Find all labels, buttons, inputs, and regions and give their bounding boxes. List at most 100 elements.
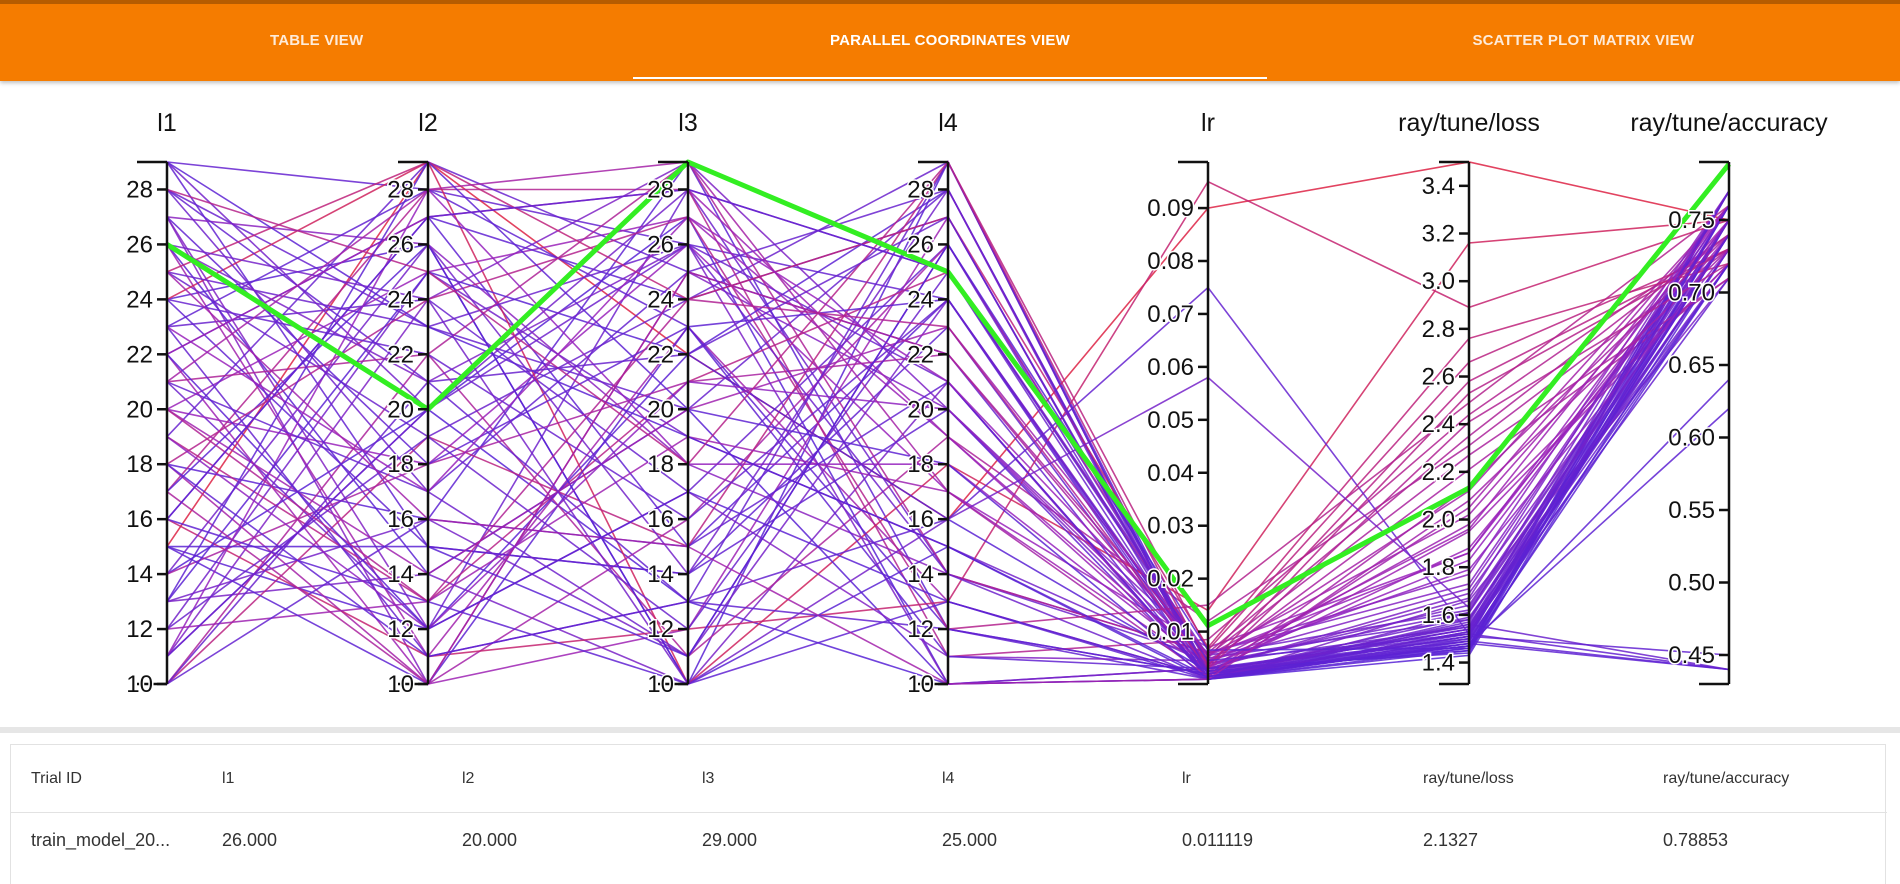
tick-label: 0.65 [1668, 352, 1715, 379]
tick-label: 0.75 [1668, 207, 1715, 234]
cell-l1: 26.000 [222, 829, 278, 850]
active-tab-indicator [633, 77, 1267, 79]
axis-title: lr [1201, 109, 1215, 137]
axis-title: ray/tune/loss [1398, 109, 1540, 137]
tick-label: 20 [907, 396, 934, 423]
tick-label: 14 [387, 561, 414, 588]
cell-l3: 29.000 [702, 829, 758, 850]
axis-l3[interactable]: l3 10 12 14 16 18 20 22 24 26 28 [646, 109, 698, 700]
tick-label: 28 [907, 176, 934, 203]
axis-title: l2 [418, 109, 437, 137]
header-lr[interactable]: lr [1162, 745, 1403, 813]
panel-separator [0, 727, 1900, 733]
tick-label: 0.09 [1147, 195, 1194, 222]
tick-label: 28 [647, 176, 674, 203]
parallel-coordinates-chart[interactable]: l1 10 12 14 16 18 20 22 24 26 28 l2 10 12 14 16 18 20 22 24… [0, 81, 1900, 727]
axis-title: l4 [938, 109, 958, 137]
cell-lr: 0.011119 [1182, 829, 1254, 850]
tick-label: 18 [387, 451, 414, 478]
table-header-row: Trial ID l1 l2 l3 l4 lr ray/tune/loss ra… [11, 745, 1887, 813]
tick-label: 16 [907, 506, 934, 533]
tick-label: 3.0 [1422, 268, 1455, 295]
view-tab-bar: TABLE VIEW PARALLEL COORDINATES VIEW SCA… [0, 0, 1900, 81]
tick-label: 1.6 [1422, 602, 1455, 629]
tick-label: 3.4 [1422, 173, 1455, 200]
header-l2[interactable]: l2 [442, 745, 682, 813]
tick-label: 22 [387, 341, 414, 368]
parallel-coordinates-svg[interactable]: l1 10 12 14 16 18 20 22 24 26 28 l2 10 12 14 16 18 20 22 24… [0, 81, 1900, 727]
tick-label: 26 [647, 231, 674, 258]
tick-label: 2.4 [1422, 411, 1455, 438]
tick-label: 0.02 [1147, 566, 1194, 593]
tick-label: 28 [126, 176, 153, 203]
cell-trial-id: train_model_20... [31, 829, 171, 850]
axis-title: l3 [678, 109, 697, 137]
tick-label: 0.01 [1147, 619, 1194, 646]
tick-label: 2.8 [1422, 316, 1455, 343]
tick-label: 24 [126, 286, 153, 313]
axis-ray-tune-accuracy[interactable]: ray/tune/accuracy 0.45 0.50 0.55 0.60 0.65 0.7… [1630, 109, 1828, 686]
tick-label: 0.06 [1147, 354, 1194, 381]
tick-label: 0.70 [1668, 280, 1715, 307]
header-trial-id[interactable]: Trial ID [11, 745, 202, 813]
tick-label: 22 [647, 341, 674, 368]
tick-label: 0.05 [1147, 407, 1194, 434]
header-loss[interactable]: ray/tune/loss [1403, 745, 1643, 813]
tick-label: 20 [387, 396, 414, 423]
axis-l4[interactable]: l4 10 12 14 16 18 20 22 24 26 28 [906, 109, 958, 700]
tick-label: 20 [647, 396, 674, 423]
tab-table-view[interactable]: TABLE VIEW [0, 4, 633, 81]
tab-parallel-coordinates-view-label: PARALLEL COORDINATES VIEW [829, 32, 1070, 49]
cell-loss: 2.1327 [1423, 829, 1479, 850]
tick-label: 0.45 [1668, 642, 1715, 669]
tick-label: 24 [647, 286, 674, 313]
tick-label: 10 [387, 671, 414, 698]
tick-label: 22 [126, 341, 153, 368]
selected-trial-table: Trial ID l1 l2 l3 l4 lr ray/tune/loss ra… [10, 744, 1887, 884]
tab-scatter-plot-matrix-view-label: SCATTER PLOT MATRIX VIEW [1472, 32, 1695, 49]
tab-scatter-plot-matrix-view[interactable]: SCATTER PLOT MATRIX VIEW [1267, 4, 1900, 81]
tick-label: 0.55 [1668, 497, 1715, 524]
header-l1[interactable]: l1 [202, 745, 442, 813]
tick-label: 10 [907, 671, 934, 698]
table-row[interactable]: train_model_20... 26.000 20.000 29.000 2… [11, 813, 1887, 868]
tick-label: 12 [126, 616, 153, 643]
tick-label: 18 [647, 451, 674, 478]
cell-l2: 20.000 [462, 829, 518, 850]
cell-l4: 25.000 [942, 829, 998, 850]
tick-label: 1.4 [1422, 650, 1455, 677]
header-l4[interactable]: l4 [922, 745, 1162, 813]
axis-l2[interactable]: l2 10 12 14 16 18 20 22 24 26 28 [386, 109, 438, 700]
tick-label: 0.04 [1147, 460, 1194, 487]
trial-table: Trial ID l1 l2 l3 l4 lr ray/tune/loss ra… [11, 745, 1887, 867]
tick-label: 16 [647, 506, 674, 533]
tick-label: 24 [907, 286, 934, 313]
tick-label: 14 [907, 561, 934, 588]
axis-title: l1 [157, 109, 176, 137]
tick-label: 14 [647, 561, 674, 588]
tick-label: 10 [126, 671, 153, 698]
tick-label: 0.03 [1147, 513, 1194, 540]
tick-label: 12 [907, 616, 934, 643]
axes[interactable]: l1 10 12 14 16 18 20 22 24 26 28 l2 10 12 14 16 18 20 22 24… [125, 109, 1828, 700]
tick-label: 10 [647, 671, 674, 698]
tick-label: 1.8 [1422, 554, 1455, 581]
tick-label: 28 [387, 176, 414, 203]
tick-label: 12 [647, 616, 674, 643]
axis-title: ray/tune/accuracy [1630, 109, 1828, 137]
axis-ray-tune-loss[interactable]: ray/tune/loss 1.4 1.6 1.8 2.0 2.2 2.4 2.6 2.8 3.0… [1398, 109, 1540, 686]
tick-label: 24 [387, 286, 414, 313]
tick-label: 0.60 [1668, 425, 1715, 452]
header-l3[interactable]: l3 [682, 745, 922, 813]
axis-lr[interactable]: lr 0.01 0.02 0.03 0.04 0.05 0.06 0.07 0.08 0.09 [1146, 109, 1215, 686]
tab-parallel-coordinates-view[interactable]: PARALLEL COORDINATES VIEW [633, 4, 1267, 81]
axis-l1[interactable]: l1 10 12 14 16 18 20 22 24 26 28 [125, 109, 177, 700]
tick-label: 12 [387, 616, 414, 643]
tick-label: 22 [907, 341, 934, 368]
tick-label: 26 [387, 231, 414, 258]
header-accuracy[interactable]: ray/tune/accuracy [1643, 745, 1887, 813]
tick-label: 2.0 [1422, 507, 1455, 534]
tick-label: 16 [126, 506, 153, 533]
cell-accuracy: 0.78853 [1663, 829, 1729, 850]
tick-label: 20 [126, 396, 153, 423]
